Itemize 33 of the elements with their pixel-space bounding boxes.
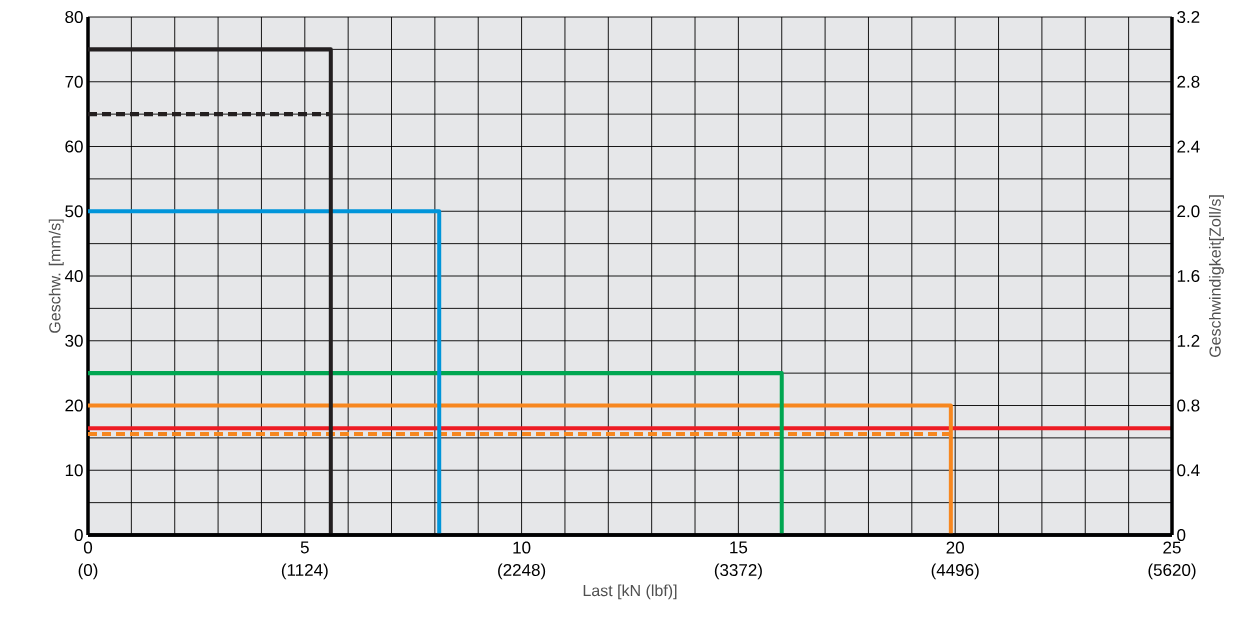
- y2-tick-label: 0.4: [1177, 464, 1200, 477]
- y2-tick-label: 0.8: [1177, 399, 1200, 412]
- x2-tick-label: (1124): [281, 563, 328, 580]
- x2-tick-label: (5620): [1148, 563, 1196, 580]
- y2-tick-label: 2.0: [1177, 205, 1200, 218]
- y-tick-label: 80: [65, 10, 83, 24]
- x2-tick-label: (3372): [714, 563, 762, 580]
- y2-tick-label: 2.8: [1177, 75, 1200, 88]
- x-tick-label: 15: [730, 541, 748, 554]
- y2-tick-label: 1.6: [1177, 269, 1200, 283]
- y-tick-label: 30: [65, 334, 83, 347]
- y2-axis-title: Geschwindigkeit[Zoll/s]: [1209, 195, 1224, 357]
- y2-tick-label: 3.2: [1177, 10, 1200, 24]
- x-tick-label: 25: [1163, 541, 1181, 554]
- y-tick-label: 20: [65, 399, 83, 412]
- y-axis-title: Geschw. [mm/s]: [48, 219, 64, 333]
- x-tick-label: 20: [946, 541, 964, 554]
- y2-tick-label: 1.2: [1177, 334, 1200, 347]
- x2-tick-label: (0): [78, 563, 98, 580]
- y-tick-label: 70: [65, 75, 83, 88]
- y-tick-label: 40: [64, 269, 83, 283]
- y2-tick-label: 0: [1177, 528, 1186, 542]
- x2-tick-label: (4496): [931, 563, 979, 580]
- x-axis-title: Last [kN (lbf)]: [583, 584, 677, 600]
- y-tick-label: 50: [65, 205, 83, 218]
- x-tick-label: 5: [300, 541, 309, 554]
- y-tick-label: 0: [74, 528, 83, 542]
- y-tick-label: 60: [65, 140, 83, 153]
- y-tick-label: 10: [65, 464, 83, 477]
- y2-tick-label: 2.4: [1177, 140, 1200, 153]
- x-tick-label: 0: [83, 541, 93, 554]
- x2-tick-label: (2248): [498, 563, 546, 580]
- x-tick-label: 10: [513, 541, 531, 554]
